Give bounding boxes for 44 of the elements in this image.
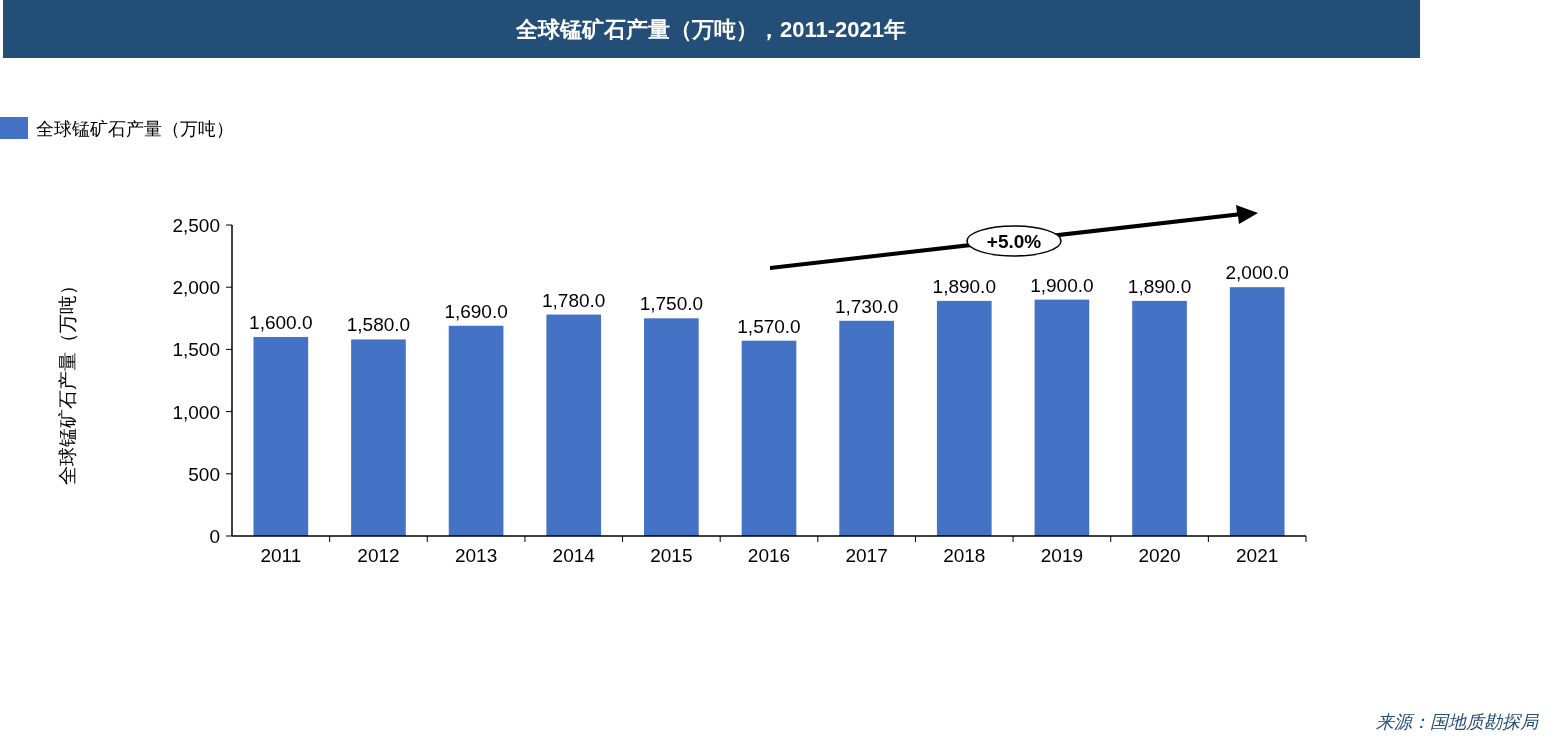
chart-title: 全球锰矿石产量（万吨），2011-2021年: [515, 17, 906, 42]
bar: [546, 314, 602, 536]
x-tick-label: 2011: [260, 545, 302, 566]
y-tick-label: 500: [188, 463, 220, 485]
x-tick-label: 2017: [845, 545, 888, 566]
y-tick-label: 2,500: [172, 215, 220, 236]
x-tick-label: 2012: [357, 545, 400, 566]
bar: [644, 318, 699, 536]
y-tick-label: 2,000: [172, 277, 220, 299]
bar: [253, 336, 309, 536]
data-label: 1,900.0: [1030, 274, 1094, 296]
data-label: 2,000.0: [1225, 262, 1289, 284]
data-label: 1,570.0: [737, 315, 801, 337]
data-label: 1,890.0: [1127, 275, 1192, 297]
x-tick-label: 2015: [650, 545, 693, 566]
bar: [1034, 299, 1090, 536]
data-label: 1,730.0: [834, 295, 899, 317]
legend-label: 全球锰矿石产量（万吨）: [36, 119, 234, 139]
bar: [839, 320, 894, 536]
bar: [936, 300, 992, 536]
annotation: +5.0%: [986, 231, 1042, 252]
x-tick-label: 2014: [552, 545, 596, 566]
y-tick-label: 1,500: [172, 339, 220, 361]
bar: [1229, 287, 1285, 536]
bar: [351, 339, 406, 536]
x-tick-label: 2020: [1138, 545, 1181, 566]
data-label: 1,890.0: [932, 275, 996, 297]
data-label: 1,780.0: [542, 289, 606, 311]
bar: [1132, 300, 1187, 536]
x-tick-label: 2019: [1040, 545, 1084, 566]
data-label: 1,690.0: [444, 300, 508, 322]
bar: [448, 325, 504, 536]
y-tick-label: 1,000: [172, 401, 220, 423]
x-tick-label: 2016: [747, 545, 791, 566]
source-note: 来源：国地质勘探局: [1376, 712, 1539, 732]
data-label: 1,600.0: [249, 311, 313, 333]
x-tick-label: 2013: [454, 545, 498, 566]
x-tick-label: 2021: [1236, 545, 1279, 566]
data-label: 1,750.0: [639, 293, 704, 315]
bar: [741, 340, 797, 536]
y-axis-title: 全球锰矿石产量（万吨）: [57, 276, 78, 485]
data-label: 1,580.0: [346, 314, 411, 336]
x-tick-label: 2018: [943, 545, 986, 566]
y-tick-label: 0: [209, 526, 220, 547]
